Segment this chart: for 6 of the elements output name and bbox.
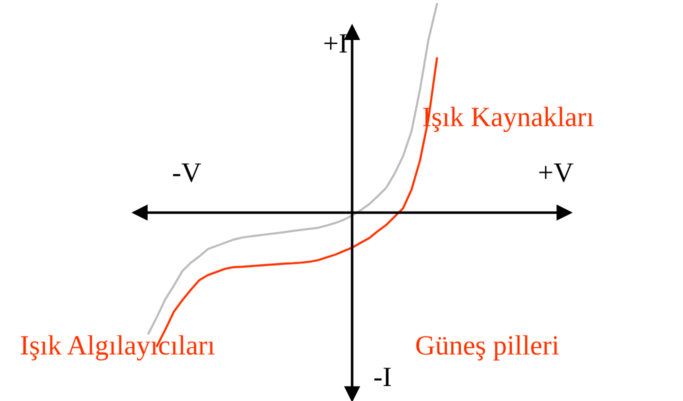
- annotation: Işık Algılayıcıları: [20, 335, 215, 360]
- y-axis-title: +I: [324, 34, 347, 53]
- annotation: Güneş pilleri: [416, 335, 559, 360]
- annotation: -V: [173, 163, 201, 182]
- text: -I: [374, 368, 391, 386]
- x-axis-title: +V: [539, 163, 574, 182]
